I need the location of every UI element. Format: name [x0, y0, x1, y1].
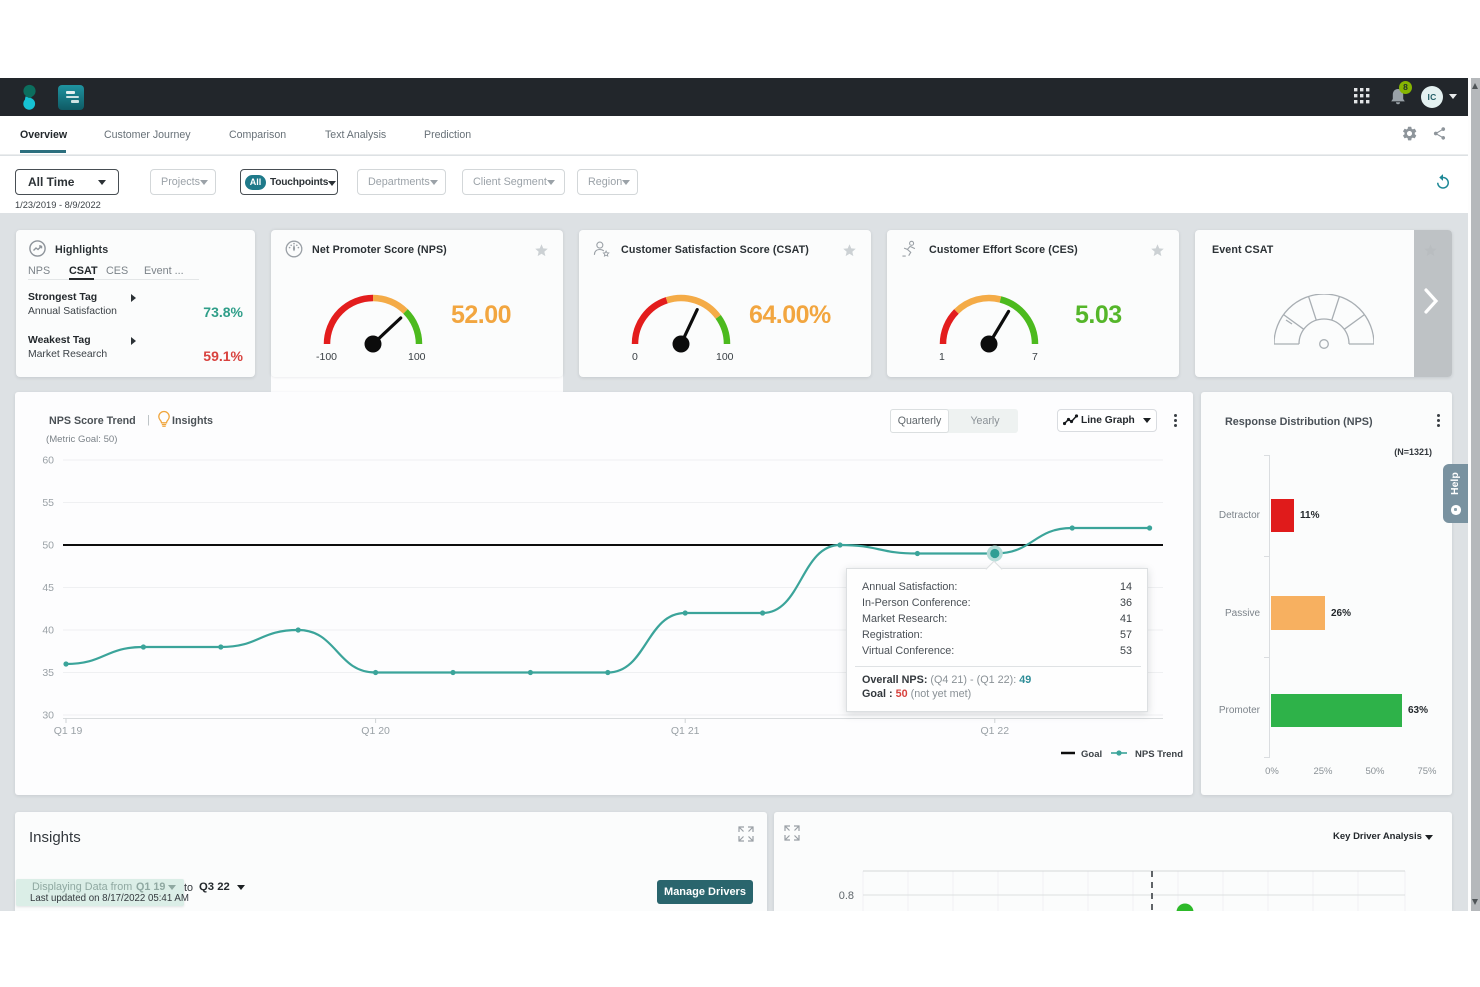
svg-text:55: 55 [42, 497, 54, 509]
svg-text:0.8: 0.8 [839, 890, 854, 902]
svg-text:Q1 20: Q1 20 [361, 725, 390, 737]
svg-text:35: 35 [42, 667, 54, 679]
svg-text:NPS Trend: NPS Trend [1135, 749, 1183, 760]
svg-text:Q1 19: Q1 19 [54, 725, 83, 737]
svg-text:40: 40 [42, 625, 54, 637]
svg-text:30: 30 [42, 710, 54, 722]
svg-text:Q1 21: Q1 21 [671, 725, 700, 737]
svg-text:60: 60 [42, 455, 54, 467]
svg-text:Goal: Goal [1081, 749, 1102, 760]
svg-text:Q1 22: Q1 22 [980, 725, 1009, 737]
svg-text:50: 50 [42, 540, 54, 552]
svg-text:45: 45 [42, 582, 54, 594]
